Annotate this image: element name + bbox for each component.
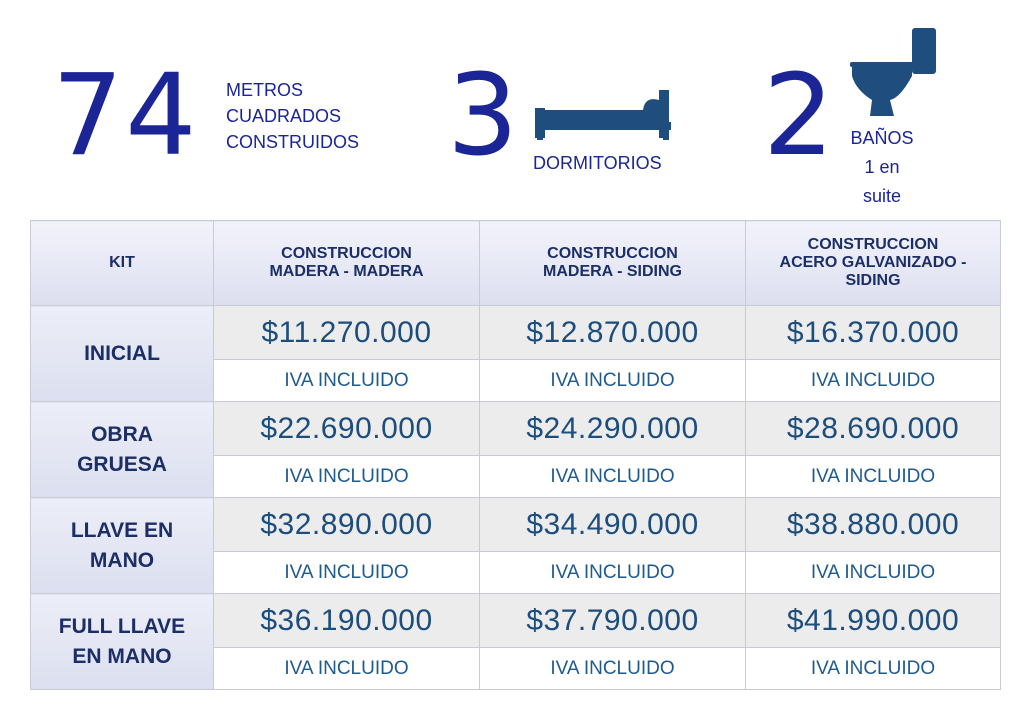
header-line: CONSTRUCCION — [547, 245, 678, 262]
price-cell: $37.790.000 — [479, 593, 746, 648]
bathrooms-label: BAÑOS 1 en suite — [842, 124, 922, 211]
price-cell: $16.370.000 — [745, 305, 1001, 360]
bed-icon — [535, 90, 671, 140]
table-row-iva: IVA INCLUIDO IVA INCLUIDO IVA INCLUIDO — [31, 551, 1001, 594]
iva-cell: IVA INCLUIDO — [213, 551, 480, 594]
table-row-price: FULL LLAVE EN MANO $36.190.000 $37.790.0… — [30, 593, 1001, 690]
iva-cell: IVA INCLUIDO — [745, 551, 1001, 594]
price-cell: $32.890.000 — [213, 497, 480, 552]
bathrooms-value: 2 — [763, 51, 837, 181]
kit-label: OBRA GRUESA — [30, 401, 214, 498]
kit-label-line: INICIAL — [84, 341, 160, 365]
area-label-line: METROS — [226, 80, 304, 100]
iva-cell: IVA INCLUIDO — [479, 647, 746, 690]
summary-header: 74 METROS CUADRADOS CONSTRUIDOS 3 DORMIT… — [0, 0, 1024, 215]
bathrooms-label-line: suite — [862, 186, 902, 206]
header-line: CONSTRUCCION — [281, 245, 412, 262]
header-madera-madera: CONSTRUCCION MADERA - MADERA — [213, 220, 480, 306]
header-acero-siding: CONSTRUCCION ACERO GALVANIZADO - SIDING — [745, 220, 1001, 306]
iva-cell: IVA INCLUIDO — [745, 359, 1001, 402]
price-cell: $41.990.000 — [745, 593, 1001, 648]
kit-label: FULL LLAVE EN MANO — [30, 593, 214, 690]
area-value: 74 — [52, 51, 199, 181]
table-row-price: LLAVE EN MANO $32.890.000 $34.490.000 $3… — [30, 497, 1001, 594]
table-row-iva: IVA INCLUIDO IVA INCLUIDO IVA INCLUIDO — [31, 359, 1001, 402]
price-cell: $11.270.000 — [213, 305, 480, 360]
header-madera-siding: CONSTRUCCION MADERA - SIDING — [479, 220, 746, 306]
iva-cell: IVA INCLUIDO — [479, 455, 746, 498]
price-cell: $12.870.000 — [479, 305, 746, 360]
header-line: ACERO GALVANIZADO - — [779, 254, 967, 271]
iva-cell: IVA INCLUIDO — [479, 359, 746, 402]
header-line: SIDING — [845, 272, 901, 289]
kit-label-line: EN MANO — [72, 644, 172, 668]
header-line: MADERA - MADERA — [269, 263, 424, 280]
iva-cell: IVA INCLUIDO — [213, 455, 480, 498]
iva-cell: IVA INCLUIDO — [213, 647, 480, 690]
header-line: KIT — [109, 254, 135, 271]
area-label: METROS CUADRADOS CONSTRUIDOS — [226, 77, 359, 155]
iva-cell: IVA INCLUIDO — [213, 359, 480, 402]
bathrooms-label-line: BAÑOS — [850, 128, 914, 148]
price-cell: $34.490.000 — [479, 497, 746, 552]
table-header-row: KIT CONSTRUCCION MADERA - MADERA CONSTRU… — [30, 220, 1001, 306]
kit-label-line: FULL LLAVE — [58, 614, 186, 638]
area-label-line: CONSTRUIDOS — [226, 132, 360, 152]
kit-label-line: MANO — [89, 548, 155, 572]
table-row-iva: IVA INCLUIDO IVA INCLUIDO IVA INCLUIDO — [31, 455, 1001, 498]
header-kit: KIT — [30, 220, 214, 306]
table-row-price: OBRA GRUESA $22.690.000 $24.290.000 $28.… — [30, 401, 1001, 498]
header-line: CONSTRUCCION — [807, 236, 939, 253]
price-cell: $36.190.000 — [213, 593, 480, 648]
bedrooms-value: 3 — [447, 51, 521, 181]
kit-label-line: OBRA — [91, 422, 153, 446]
table-row-iva: IVA INCLUIDO IVA INCLUIDO IVA INCLUIDO — [31, 647, 1001, 690]
kit-label-line: GRUESA — [77, 452, 167, 476]
table-row-price: INICIAL $11.270.000 $12.870.000 $16.370.… — [30, 305, 1001, 402]
iva-cell: IVA INCLUIDO — [745, 647, 1001, 690]
iva-cell: IVA INCLUIDO — [479, 551, 746, 594]
bedrooms-label: DORMITORIOS — [533, 153, 662, 173]
price-cell: $38.880.000 — [745, 497, 1001, 552]
bathrooms-label-line: 1 en — [864, 157, 900, 177]
header-line: MADERA - SIDING — [543, 263, 682, 280]
iva-cell: IVA INCLUIDO — [745, 455, 1001, 498]
price-cell: $28.690.000 — [745, 401, 1001, 456]
price-cell: $22.690.000 — [213, 401, 480, 456]
kit-label: LLAVE EN MANO — [30, 497, 214, 594]
kit-label: INICIAL — [30, 305, 214, 402]
kit-label-line: LLAVE EN — [70, 518, 174, 542]
toilet-icon — [850, 28, 936, 116]
price-table: KIT CONSTRUCCION MADERA - MADERA CONSTRU… — [30, 220, 1001, 690]
area-label-line: CUADRADOS — [226, 106, 342, 126]
price-cell: $24.290.000 — [479, 401, 746, 456]
